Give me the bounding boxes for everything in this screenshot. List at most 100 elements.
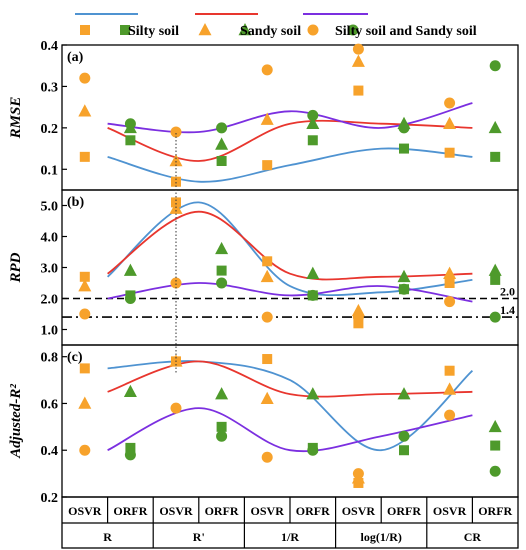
data-point-silty bbox=[171, 176, 181, 187]
data-point-mixed bbox=[398, 430, 410, 442]
panel-tag: (b) bbox=[67, 195, 84, 210]
series-curve-silty bbox=[107, 147, 473, 183]
legend-marker-orange-mixed bbox=[307, 24, 319, 36]
y-tick-label: 4.0 bbox=[41, 231, 59, 246]
legend-label-silty: Silty soil bbox=[128, 24, 179, 39]
data-point-silty bbox=[353, 85, 364, 96]
data-point-mixed bbox=[444, 409, 456, 421]
legend-marker-green-sandy bbox=[238, 22, 252, 36]
x-axis: OSVR ORFR OSVR ORFR OSVR ORFR OSVR ORFR OSVR ORFR… bbox=[61, 496, 519, 549]
data-point-mixed bbox=[79, 444, 91, 456]
y-tick-label: 0.8 bbox=[41, 351, 59, 366]
data-point-sandy bbox=[215, 387, 229, 400]
data-point-sandy bbox=[215, 137, 229, 150]
panels: 0.1 0.2 0.3 0.4 RMSE (a) 1.0 2.0 3.0 4.0 5.0 RPD (b)… bbox=[8, 39, 519, 506]
data-point-mixed bbox=[307, 444, 319, 456]
data-point-mixed bbox=[352, 311, 364, 323]
data-point-mixed bbox=[124, 449, 136, 461]
x-model-label: OSVR bbox=[433, 504, 467, 518]
data-point-sandy bbox=[397, 387, 411, 400]
legend-label-sandy: Sandy soil bbox=[240, 24, 301, 39]
x-model-label: OSVR bbox=[68, 504, 102, 518]
legend-marker-green-mixed bbox=[347, 24, 359, 36]
data-point-silty bbox=[262, 256, 273, 267]
y-tick-label: 2.0 bbox=[41, 293, 59, 308]
x-model-label: ORFR bbox=[113, 504, 147, 518]
legend-entry-sandy: Sandy soil bbox=[195, 13, 301, 39]
data-point-silty bbox=[444, 365, 455, 376]
series-curve-sandy bbox=[107, 119, 473, 162]
data-point-sandy bbox=[78, 279, 92, 292]
data-point-silty bbox=[79, 271, 90, 282]
data-point-sandy bbox=[488, 120, 502, 134]
y-axis-label: Adjusted-R² bbox=[8, 384, 24, 459]
data-point-mixed bbox=[398, 283, 410, 295]
panel-tag: (c) bbox=[67, 350, 83, 365]
x-model-label: OSVR bbox=[159, 504, 193, 518]
panel-1: 1.0 2.0 3.0 4.0 5.0 RPD (b) 2.0 1.4 bbox=[8, 189, 519, 346]
legend-marker-orange-silty bbox=[80, 25, 90, 35]
x-model-label: ORFR bbox=[205, 504, 239, 518]
data-point-mixed bbox=[489, 465, 501, 477]
x-group-label: 1/R bbox=[281, 530, 299, 544]
data-point-mixed bbox=[352, 43, 364, 55]
y-tick-label: 0.4 bbox=[41, 444, 59, 459]
data-point-sandy bbox=[397, 269, 411, 283]
legend-marker-orange-sandy bbox=[198, 22, 212, 36]
data-point-silty bbox=[125, 135, 136, 146]
data-point-mixed bbox=[444, 296, 456, 308]
legend: Silty soil Sandy soil Silty soil and Sandy… bbox=[75, 13, 477, 39]
data-point-silty bbox=[490, 440, 501, 451]
legend-entry-mixed: Silty soil and Sandy soil bbox=[303, 13, 477, 39]
x-group-label: R' bbox=[193, 530, 205, 544]
data-point-silty bbox=[262, 354, 273, 365]
data-point-mixed bbox=[261, 64, 273, 76]
data-point-sandy bbox=[488, 419, 502, 433]
y-axis-label: RPD bbox=[8, 252, 24, 283]
x-group-label: log(1/R) bbox=[361, 530, 402, 544]
series-curve-silty bbox=[107, 360, 473, 452]
series-curve-sandy bbox=[107, 210, 473, 281]
data-point-mixed bbox=[170, 277, 182, 289]
data-point-silty bbox=[353, 318, 364, 329]
data-point-sandy bbox=[78, 396, 92, 409]
x-group-label: R bbox=[103, 530, 112, 544]
data-point-sandy bbox=[306, 266, 320, 279]
data-point-sandy bbox=[123, 384, 137, 398]
data-point-mixed bbox=[444, 97, 456, 109]
series-curve-mixed bbox=[107, 282, 473, 303]
data-point-sandy bbox=[443, 266, 457, 279]
data-point-silty bbox=[490, 151, 501, 162]
data-point-sandy bbox=[443, 382, 457, 395]
data-point-mixed bbox=[216, 277, 228, 289]
reference-line-label: 2.0 bbox=[500, 285, 515, 299]
data-point-sandy bbox=[306, 387, 320, 400]
data-point-silty bbox=[399, 143, 409, 154]
data-point-silty bbox=[262, 160, 273, 171]
x-model-label: OSVR bbox=[251, 504, 285, 518]
panel-tag: (a) bbox=[67, 50, 84, 65]
y-tick-label: 0.6 bbox=[41, 397, 59, 412]
data-point-silty bbox=[216, 421, 227, 432]
data-point-mixed bbox=[489, 60, 501, 72]
x-model-label: ORFR bbox=[296, 504, 330, 518]
data-point-mixed bbox=[216, 430, 228, 442]
data-point-sandy bbox=[169, 354, 183, 367]
panel-0: 0.1 0.2 0.3 0.4 RMSE (a) bbox=[8, 39, 519, 191]
data-point-silty bbox=[125, 442, 136, 453]
y-tick-label: 0.3 bbox=[41, 80, 59, 95]
y-tick-label: 0.1 bbox=[41, 163, 59, 178]
data-point-sandy bbox=[123, 263, 137, 276]
x-model-label: OSVR bbox=[342, 504, 376, 518]
data-point-sandy bbox=[306, 116, 320, 129]
data-point-silty bbox=[79, 363, 90, 374]
x-model-label: ORFR bbox=[387, 504, 421, 518]
y-tick-label: 0.2 bbox=[41, 122, 59, 137]
data-point-mixed bbox=[124, 118, 136, 130]
data-point-sandy bbox=[443, 116, 457, 129]
data-point-sandy bbox=[78, 104, 92, 117]
data-point-mixed bbox=[170, 126, 182, 138]
data-point-mixed bbox=[79, 72, 91, 84]
y-axis-label: RMSE bbox=[8, 97, 24, 140]
